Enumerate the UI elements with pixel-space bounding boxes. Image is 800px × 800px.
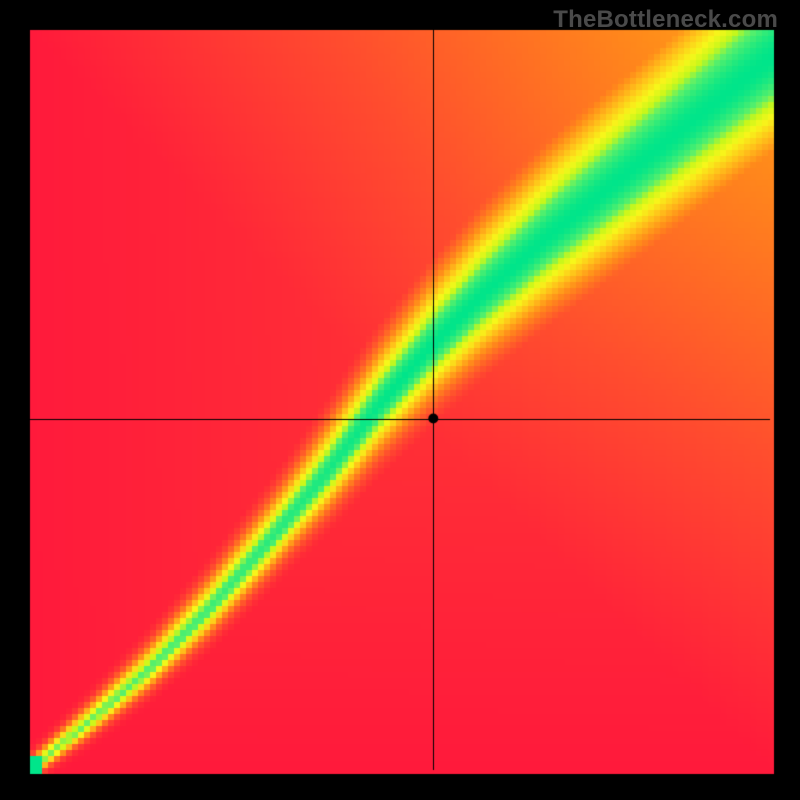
bottleneck-heatmap [0, 0, 800, 800]
chart-container: TheBottleneck.com [0, 0, 800, 800]
watermark-text: TheBottleneck.com [553, 6, 778, 34]
